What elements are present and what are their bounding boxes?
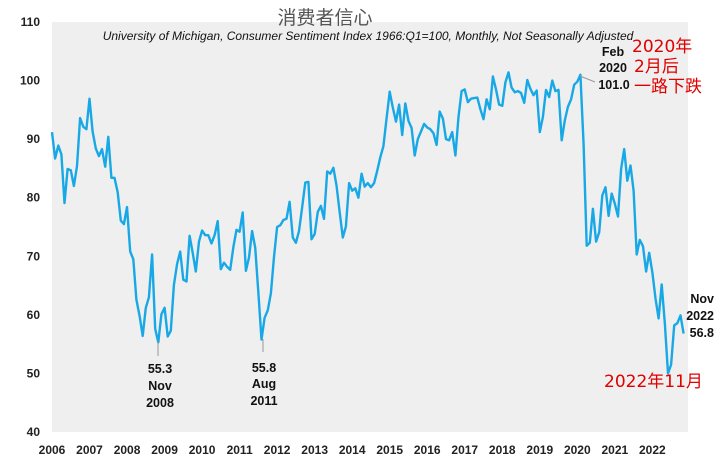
chart-subtitle: University of Michigan, Consumer Sentime… — [103, 29, 634, 43]
y-tick-label: 110 — [21, 15, 41, 29]
x-tick-label: 2019 — [526, 443, 553, 457]
annotation-2008-month: Nov — [148, 379, 172, 393]
x-tick-label: 2008 — [114, 443, 141, 457]
y-tick-label: 80 — [27, 191, 41, 205]
y-tick-label: 60 — [27, 308, 41, 322]
y-tick-label: 100 — [20, 74, 40, 88]
annotation-2020-month: Feb — [602, 45, 625, 59]
x-tick-label: 2013 — [301, 443, 328, 457]
y-tick-label: 50 — [27, 366, 41, 380]
red-note-line-1: 2020年 — [632, 37, 692, 57]
x-tick-label: 2018 — [489, 443, 516, 457]
annotation-2011-month: Aug — [252, 377, 276, 391]
y-tick-label: 70 — [27, 249, 41, 263]
annotation-2008-value: 55.3 — [148, 362, 172, 376]
annotation-latest-value: 56.8 — [690, 326, 714, 340]
annotation-2008-year: 2008 — [146, 396, 174, 410]
sentiment-series-line — [50, 71, 685, 375]
annotation-2011-value: 55.8 — [252, 361, 276, 375]
x-tick-label: 2012 — [264, 443, 291, 457]
y-tick-label: 40 — [27, 425, 41, 439]
x-tick-label: 2015 — [376, 443, 403, 457]
x-tick-label: 2021 — [601, 443, 628, 457]
leader-line-2020 — [579, 75, 596, 83]
chart-title: 消费者信心 — [277, 7, 372, 29]
x-tick-label: 2010 — [189, 443, 216, 457]
annotation-latest-month: Nov — [690, 292, 714, 306]
x-tick-label: 2017 — [451, 443, 478, 457]
annotation-2011-year: 2011 — [250, 394, 277, 408]
x-tick-label: 2007 — [76, 443, 103, 457]
red-note-line-3: 一路下跌 — [634, 77, 702, 97]
x-tick-label: 2006 — [39, 443, 66, 457]
x-tick-label: 2022 — [639, 443, 666, 457]
y-tick-label: 90 — [27, 132, 41, 146]
red-note-low: 2022年11月 — [604, 372, 703, 392]
y-axis-ticks: 40 50 60 70 80 90 100 110 — [20, 15, 40, 439]
x-axis-ticks: 2006 2007 2008 2009 2010 2011 2012 2013 2014 2015… — [39, 443, 666, 457]
red-note-line-2: 2月后 — [634, 57, 679, 77]
x-tick-label: 2014 — [339, 443, 366, 457]
x-tick-label: 2011 — [227, 443, 253, 457]
x-tick-label: 2016 — [414, 443, 441, 457]
annotation-latest-year: 2022 — [686, 309, 714, 323]
x-tick-label: 2020 — [564, 443, 591, 457]
x-tick-label: 2009 — [151, 443, 178, 457]
annotation-2020-value: 101.0 — [598, 78, 629, 92]
annotation-2020-year: 2020 — [599, 61, 627, 75]
